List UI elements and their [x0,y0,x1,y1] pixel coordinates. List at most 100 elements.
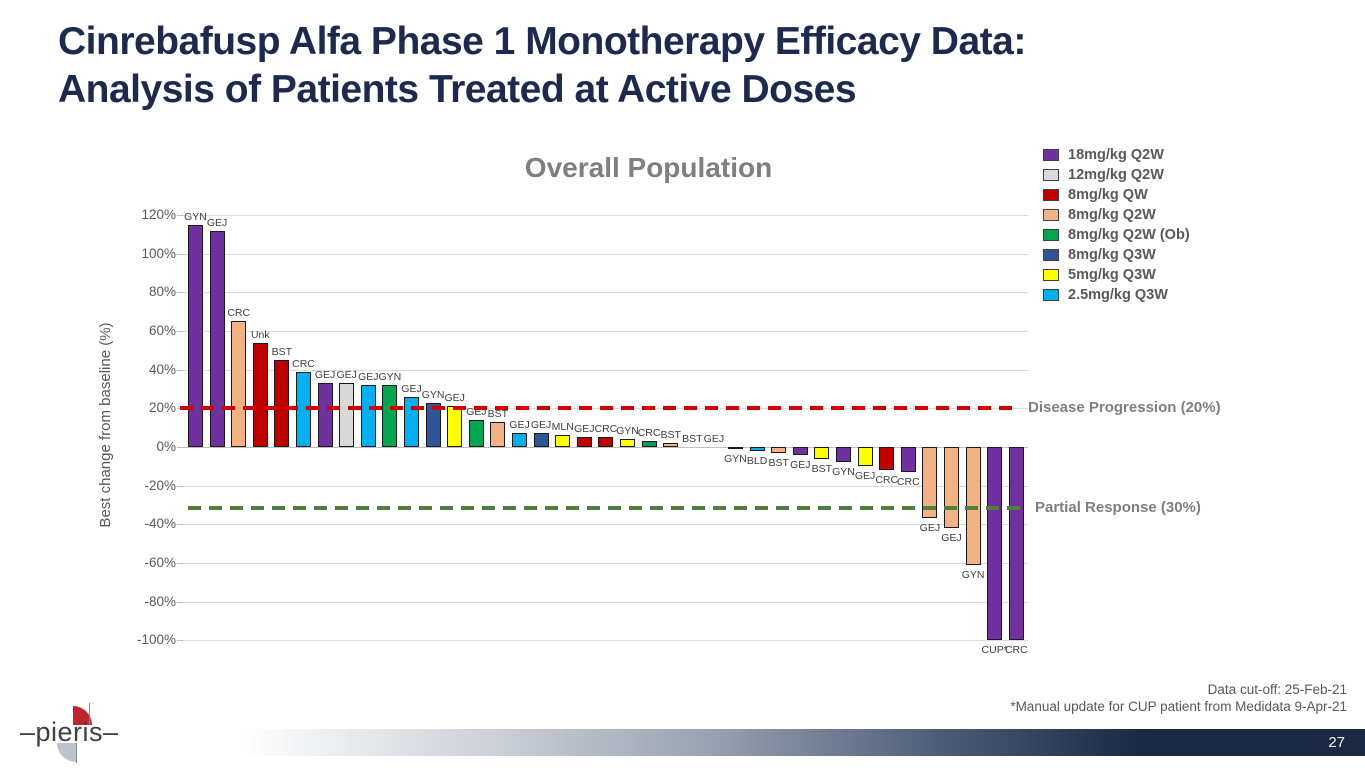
bar [252,342,268,447]
legend-swatch [1043,189,1059,201]
gridline [183,640,1028,642]
bar-label: CRC [227,307,251,320]
legend-swatch [1043,249,1059,261]
y-tick-label: -80% [144,593,176,609]
legend-swatch [1043,269,1059,281]
y-tick [177,253,183,255]
bar-label: GEJ [919,522,941,535]
bar-label: GEJ [401,382,422,395]
bar-label: CRC [1004,644,1028,657]
gridline [183,369,1028,371]
bar-label: GYN [832,466,855,479]
bar [274,360,290,447]
legend-item: 8mg/kg Q3W [1043,245,1190,265]
gridline [183,447,1028,448]
slide-title-line1: Cinrebafusp Alfa Phase 1 Monotherapy Eff… [58,20,1026,63]
bar [382,385,398,447]
gridline [183,331,1028,333]
y-tick-label: -20% [144,477,176,493]
bar-label: GEJ [509,419,530,432]
y-tick-label: 20% [148,400,176,416]
pieris-logo-text: –pieris– [20,717,119,747]
legend-item: 12mg/kg Q2W [1043,165,1190,185]
bar [555,435,571,447]
bar [512,433,527,447]
data-cutoff-note: Data cut-off: 25-Feb-21 [1207,682,1347,697]
pieris-logo-marks [57,703,92,763]
y-tick-label: 40% [148,361,176,377]
bar-label: BST [271,346,293,359]
gridline [183,485,1028,487]
bar [620,439,635,447]
bar-label: GEJ [941,532,962,545]
y-tick-label: 80% [148,284,176,300]
bar-label: GYN [961,568,985,581]
bar [468,419,484,447]
y-tick [177,215,183,217]
legend-item: 18mg/kg Q2W [1043,145,1190,165]
bar [360,385,376,447]
bar-label: CRC [292,357,315,370]
bar-label: BST [660,429,681,442]
bar [447,406,463,447]
legend-label: 8mg/kg Q2W [1068,207,1156,223]
bar-label: BST [682,433,703,445]
legend-item: 8mg/kg Q2W [1043,205,1190,225]
bar-label: MLN [551,421,574,434]
bar-label: BST [811,462,833,475]
legend-label: 2.5mg/kg Q3W [1068,287,1168,303]
bar-label: GYN [378,371,402,384]
legend-item: 2.5mg/kg Q3W [1043,285,1190,305]
gridline [183,524,1028,526]
bar [922,447,938,519]
gridline [183,253,1028,255]
logo-red-wedge [73,706,92,725]
page-number: 27 [1328,734,1345,751]
bar [987,447,1003,641]
bar [836,447,851,463]
legend-label: 5mg/kg Q3W [1068,267,1156,283]
y-tick [177,601,183,603]
bar [944,447,959,529]
y-tick [177,447,183,448]
bar-label: GEJ [336,369,357,382]
bar-label: GEJ [703,433,725,445]
legend-item: 8mg/kg Q2W (Ob) [1043,225,1190,245]
partial-response-label: Partial Response (30%) [1035,498,1201,516]
legend-swatch [1043,289,1059,301]
bottom-gradient-bar [240,729,1365,756]
y-tick-label: -40% [144,516,176,532]
y-tick [177,562,183,564]
logo-grey-wedge [57,743,76,762]
y-tick [177,485,183,487]
bar-label: GEJ [854,470,876,483]
bar-label: GYN [724,452,747,465]
y-tick [177,524,183,526]
y-tick-label: 100% [141,245,176,261]
gridline [183,292,1028,294]
bar-label: GEJ [790,458,811,471]
bar [965,447,981,565]
y-tick-label: -100% [136,632,176,648]
bar-label: CRC [594,423,618,436]
slide-title: Cinrebafusp Alfa Phase 1 Monotherapy Eff… [58,18,1298,113]
bar-label: GEJ [530,419,552,432]
y-tick-label: -60% [144,554,176,570]
manual-update-note: *Manual update for CUP patient from Medi… [1010,699,1347,714]
disease-progression-line [180,406,1020,411]
disease-progression-label: Disease Progression (20%) [1028,399,1221,417]
legend-item: 5mg/kg Q3W [1043,265,1190,285]
y-tick [177,369,183,371]
bar-label: GYN [616,425,639,438]
legend-label: 8mg/kg Q2W (Ob) [1068,227,1190,243]
legend-label: 12mg/kg Q2W [1068,167,1164,183]
bar [533,433,549,447]
gridline [183,215,1028,217]
bar [231,321,247,447]
y-tick [177,640,183,642]
y-tick-label: 0% [156,439,176,454]
legend-swatch [1043,209,1059,221]
legend-swatch [1043,169,1059,181]
bar [728,447,743,449]
